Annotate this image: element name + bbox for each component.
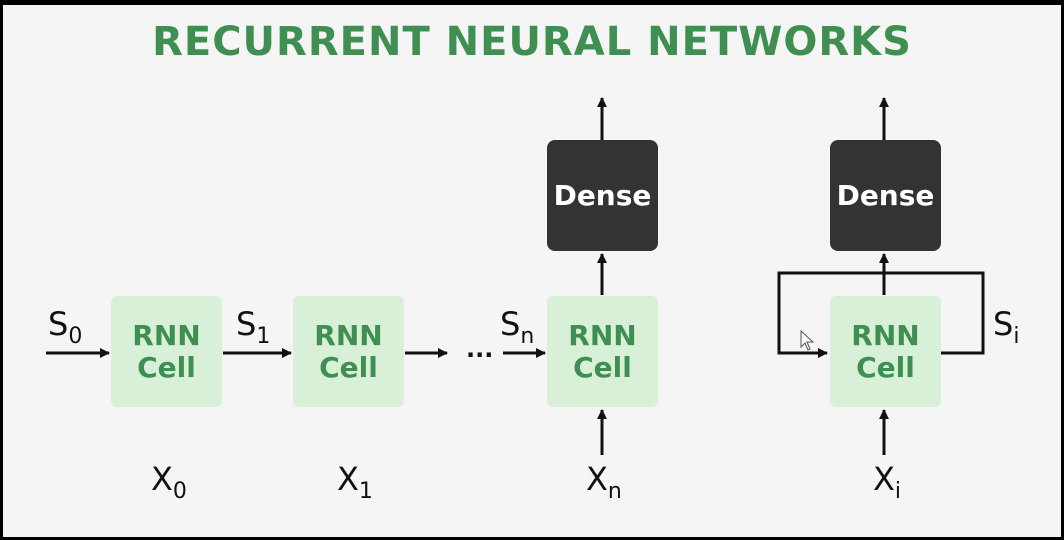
state-sn-sub: n: [520, 324, 535, 349]
dense-block-1: Dense: [547, 140, 658, 251]
dense-block-2: Dense: [830, 140, 941, 251]
slide: RECURRENT NEURAL NETWORKS RNN Cell RNN: [3, 5, 1061, 537]
rnn-cell-recurrent-line1: RNN: [851, 318, 920, 352]
state-s0-base: S: [48, 305, 69, 343]
state-si-base: S: [993, 305, 1014, 343]
rnn-cell-n-line1: RNN: [568, 318, 637, 352]
input-x1-base: X: [337, 460, 359, 498]
input-x0-base: X: [151, 460, 173, 498]
dense-block-2-label: Dense: [836, 179, 935, 212]
input-xn-base: X: [586, 460, 608, 498]
page-title: RECURRENT NEURAL NETWORKS: [152, 19, 912, 65]
input-xi-sub: i: [894, 479, 902, 504]
mouse-cursor-icon: [800, 330, 815, 351]
state-s1-sub: 1: [256, 324, 271, 349]
input-x1-sub: 1: [358, 479, 373, 504]
input-label-xi: Xi: [873, 463, 901, 508]
state-label-si: Si: [993, 308, 1019, 353]
state-s1-base: S: [236, 305, 257, 343]
state-label-s1: S1: [236, 308, 270, 353]
rnn-cell-0: RNN Cell: [111, 296, 222, 407]
rnn-cell-1-line1: RNN: [314, 318, 383, 352]
rnn-cell-0-line2: Cell: [137, 350, 196, 384]
state-s0-sub: 0: [68, 324, 83, 349]
state-si-sub: i: [1013, 324, 1020, 349]
rnn-cell-recurrent: RNN Cell: [830, 296, 941, 407]
rnn-cell-1-line2: Cell: [319, 350, 378, 384]
dense-block-1-label: Dense: [553, 179, 652, 212]
rnn-cell-n-line2: Cell: [573, 350, 632, 384]
recurrent-loop: [777, 271, 985, 358]
rnn-cell-0-line1: RNN: [132, 318, 201, 352]
state-label-s0: S0: [48, 308, 82, 353]
state-sn-base: S: [500, 305, 521, 343]
connections: [46, 97, 985, 455]
input-x0-sub: 0: [172, 479, 187, 504]
input-label-xn: Xn: [586, 463, 622, 508]
sequence-ellipsis: ...: [466, 335, 494, 363]
rnn-cell-recurrent-line2: Cell: [856, 350, 915, 384]
rnn-cell-n: RNN Cell: [547, 296, 658, 407]
input-label-x0: X0: [151, 463, 187, 508]
input-xn-sub: n: [607, 479, 622, 504]
input-xi-base: X: [873, 460, 895, 498]
rnn-cell-1: RNN Cell: [293, 296, 404, 407]
state-label-sn: Sn: [500, 308, 534, 353]
input-label-x1: X1: [337, 463, 373, 508]
